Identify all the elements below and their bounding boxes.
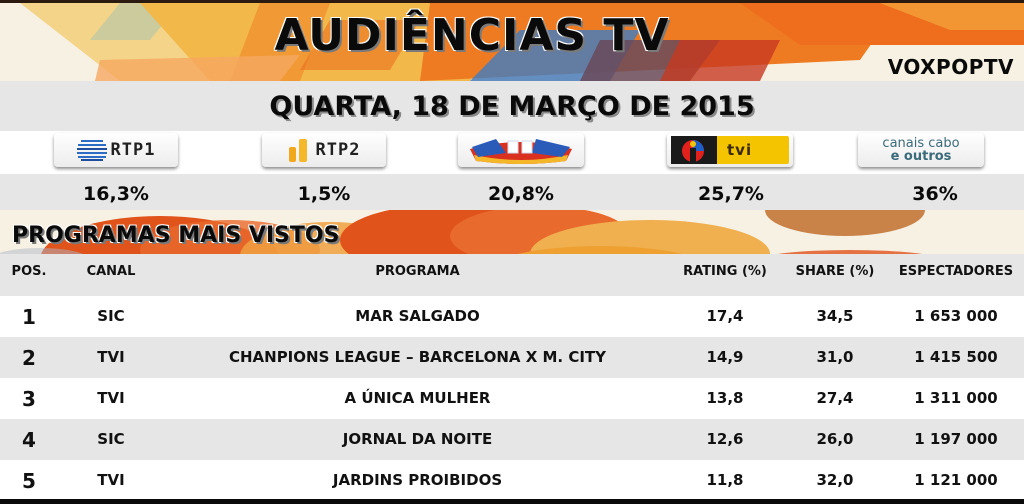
row-programa: CHANPIONS LEAGUE – BARCELONA X M. CITY	[228, 348, 607, 366]
row-espectadores: 1 415 500	[914, 348, 998, 366]
row-espectadores: 1 197 000	[914, 430, 998, 448]
cabo-logo: canais cabo e outros	[858, 133, 984, 167]
tvi-logo: tvi	[667, 133, 793, 167]
rtp2-icon	[288, 139, 307, 162]
row-rating: 11,8	[706, 471, 744, 489]
tvi-text: tvi	[727, 141, 753, 159]
rtp1-text: RTP1	[110, 140, 156, 160]
section-decoration	[0, 210, 925, 254]
column-header-programa: PROGRAMA	[375, 264, 460, 279]
table-row: 3 TVI A ÚNICA MULHER 13,8 27,4 1 311 000	[0, 378, 1024, 419]
row-share: 34,5	[816, 307, 854, 325]
table-header: POS. CANAL PROGRAMA RATING (%) SHARE (%)…	[0, 254, 1024, 296]
section-header: PROGRAMAS MAIS VISTOS	[0, 210, 1024, 254]
channel-logos: RTP1 RTP2 tvi	[0, 131, 1024, 174]
row-espectadores: 1 653 000	[914, 307, 998, 325]
sic-icon	[470, 139, 572, 164]
tvi-icon	[671, 136, 717, 164]
table-row: 2 TVI CHANPIONS LEAGUE – BARCELONA X M. …	[0, 337, 1024, 378]
table-row: 5 TVI JARDINS PROIBIDOS 11,8 32,0 1 121 …	[0, 460, 1024, 501]
column-header-rating: RATING (%)	[683, 264, 767, 279]
row-espectadores: 1 311 000	[914, 389, 998, 407]
row-rating: 12,6	[706, 430, 744, 448]
header-banner: AUDIÊNCIAS TV VOXPOPTV	[0, 0, 1024, 81]
share-cabo: 36%	[912, 183, 958, 205]
row-canal: TVI	[97, 471, 125, 489]
row-programa: A ÚNICA MULHER	[344, 389, 491, 407]
page-title: AUDIÊNCIAS TV	[274, 10, 670, 61]
banner-decoration	[20, 3, 1024, 81]
cabo-text-line2: e outros	[890, 149, 952, 164]
row-pos: 1	[22, 305, 36, 329]
row-pos: 5	[22, 469, 36, 493]
column-header-pos: POS.	[11, 264, 47, 279]
row-rating: 17,4	[706, 307, 744, 325]
rtp1-icon	[76, 140, 107, 161]
row-canal: SIC	[97, 430, 125, 448]
bottom-border	[0, 499, 1024, 504]
row-rating: 13,8	[706, 389, 744, 407]
row-rating: 14,9	[706, 348, 744, 366]
row-canal: TVI	[97, 348, 125, 366]
row-espectadores: 1 121 000	[914, 471, 998, 489]
row-programa: JARDINS PROIBIDOS	[332, 471, 503, 489]
column-header-canal: CANAL	[86, 264, 136, 279]
row-canal: SIC	[97, 307, 125, 325]
row-share: 31,0	[816, 348, 854, 366]
row-pos: 2	[22, 346, 36, 370]
date-label: QUARTA, 18 DE MARÇO DE 2015	[269, 91, 755, 122]
column-header-share: SHARE (%)	[795, 264, 875, 279]
row-share: 26,0	[816, 430, 854, 448]
row-pos: 3	[22, 387, 36, 411]
rtp2-text: RTP2	[315, 140, 361, 160]
row-pos: 4	[22, 428, 36, 452]
channel-shares: 16,3% 1,5% 20,8% 25,7% 36%	[0, 174, 1024, 210]
top-border	[0, 0, 1024, 3]
row-programa: MAR SALGADO	[355, 307, 480, 325]
rtp2-logo: RTP2	[262, 133, 386, 167]
date-bar: QUARTA, 18 DE MARÇO DE 2015	[0, 81, 1024, 131]
share-rtp1: 16,3%	[83, 183, 149, 205]
row-share: 32,0	[816, 471, 854, 489]
table-row: 1 SIC MAR SALGADO 17,4 34,5 1 653 000	[0, 296, 1024, 337]
row-canal: TVI	[97, 389, 125, 407]
tvi-badge: tvi	[671, 136, 789, 164]
share-sic: 20,8%	[488, 183, 554, 205]
column-header-espectadores: ESPECTADORES	[898, 264, 1014, 279]
sic-logo	[458, 133, 584, 167]
row-programa: JORNAL DA NOITE	[342, 430, 493, 448]
rtp1-logo: RTP1	[54, 133, 178, 167]
section-title: PROGRAMAS MAIS VISTOS	[12, 223, 340, 248]
brand-label: VOXPOPTV	[887, 55, 1014, 79]
share-tvi: 25,7%	[698, 183, 764, 205]
row-share: 27,4	[816, 389, 854, 407]
cabo-text-line1: canais cabo	[882, 136, 960, 151]
top-programs-table: POS. CANAL PROGRAMA RATING (%) SHARE (%)…	[0, 254, 1024, 501]
table-row: 4 SIC JORNAL DA NOITE 12,6 26,0 1 197 00…	[0, 419, 1024, 460]
share-rtp2: 1,5%	[297, 183, 351, 205]
